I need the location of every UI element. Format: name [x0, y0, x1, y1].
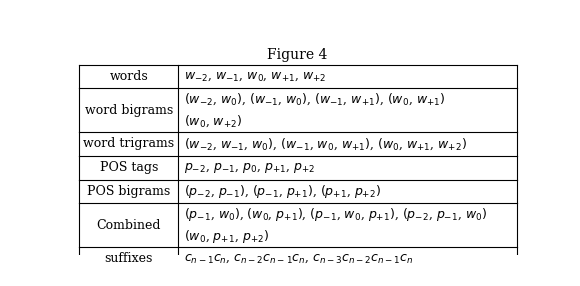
Text: $(p_{-1}$, $w_0)$, $(w_0$, $p_{+1})$, $(p_{-1}$, $w_0$, $p_{+1})$, $(p_{-2}$, $p: $(p_{-1}$, $w_0)$, $(w_0$, $p_{+1})$, $(… — [183, 206, 487, 223]
Text: $(w_{-2}$, $w_{-1}$, $w_0)$, $(w_{-1}$, $w_0$, $w_{+1})$, $(w_0$, $w_{+1}$, $w_{: $(w_{-2}$, $w_{-1}$, $w_0)$, $(w_{-1}$, … — [183, 136, 466, 152]
Text: Combined: Combined — [96, 219, 161, 232]
Text: $(w_0$, $w_{+2})$: $(w_0$, $w_{+2})$ — [183, 114, 242, 129]
Text: words: words — [109, 70, 148, 83]
Text: suffixes: suffixes — [104, 253, 153, 265]
Text: $(w_0$, $p_{+1}$, $p_{+2})$: $(w_0$, $p_{+1}$, $p_{+2})$ — [183, 228, 269, 245]
Text: POS tags: POS tags — [100, 161, 158, 174]
Text: POS bigrams: POS bigrams — [87, 185, 171, 198]
Text: word bigrams: word bigrams — [85, 104, 173, 117]
Text: $(p_{-2}$, $p_{-1})$, $(p_{-1}$, $p_{+1})$, $(p_{+1}$, $p_{+2})$: $(p_{-2}$, $p_{-1})$, $(p_{-1}$, $p_{+1}… — [183, 183, 380, 200]
Text: $c_{n-1}c_n$, $c_{n-2}c_{n-1}c_n$, $c_{n-3}c_{n-2}c_{n-1}c_n$: $c_{n-1}c_n$, $c_{n-2}c_{n-1}c_n$, $c_{n… — [183, 253, 413, 265]
Text: Figure 4: Figure 4 — [267, 47, 328, 61]
Text: $(w_{-2}$, $w_0)$, $(w_{-1}$, $w_0)$, $(w_{-1}$, $w_{+1})$, $(w_0$, $w_{+1})$: $(w_{-2}$, $w_0)$, $(w_{-1}$, $w_0)$, $(… — [183, 92, 445, 107]
Text: $p_{-2}$, $p_{-1}$, $p_0$, $p_{+1}$, $p_{+2}$: $p_{-2}$, $p_{-1}$, $p_0$, $p_{+1}$, $p_… — [183, 161, 314, 175]
Text: $w_{-2}$, $w_{-1}$, $w_0$, $w_{+1}$, $w_{+2}$: $w_{-2}$, $w_{-1}$, $w_0$, $w_{+1}$, $w_… — [183, 70, 326, 83]
Text: word trigrams: word trigrams — [83, 138, 174, 150]
